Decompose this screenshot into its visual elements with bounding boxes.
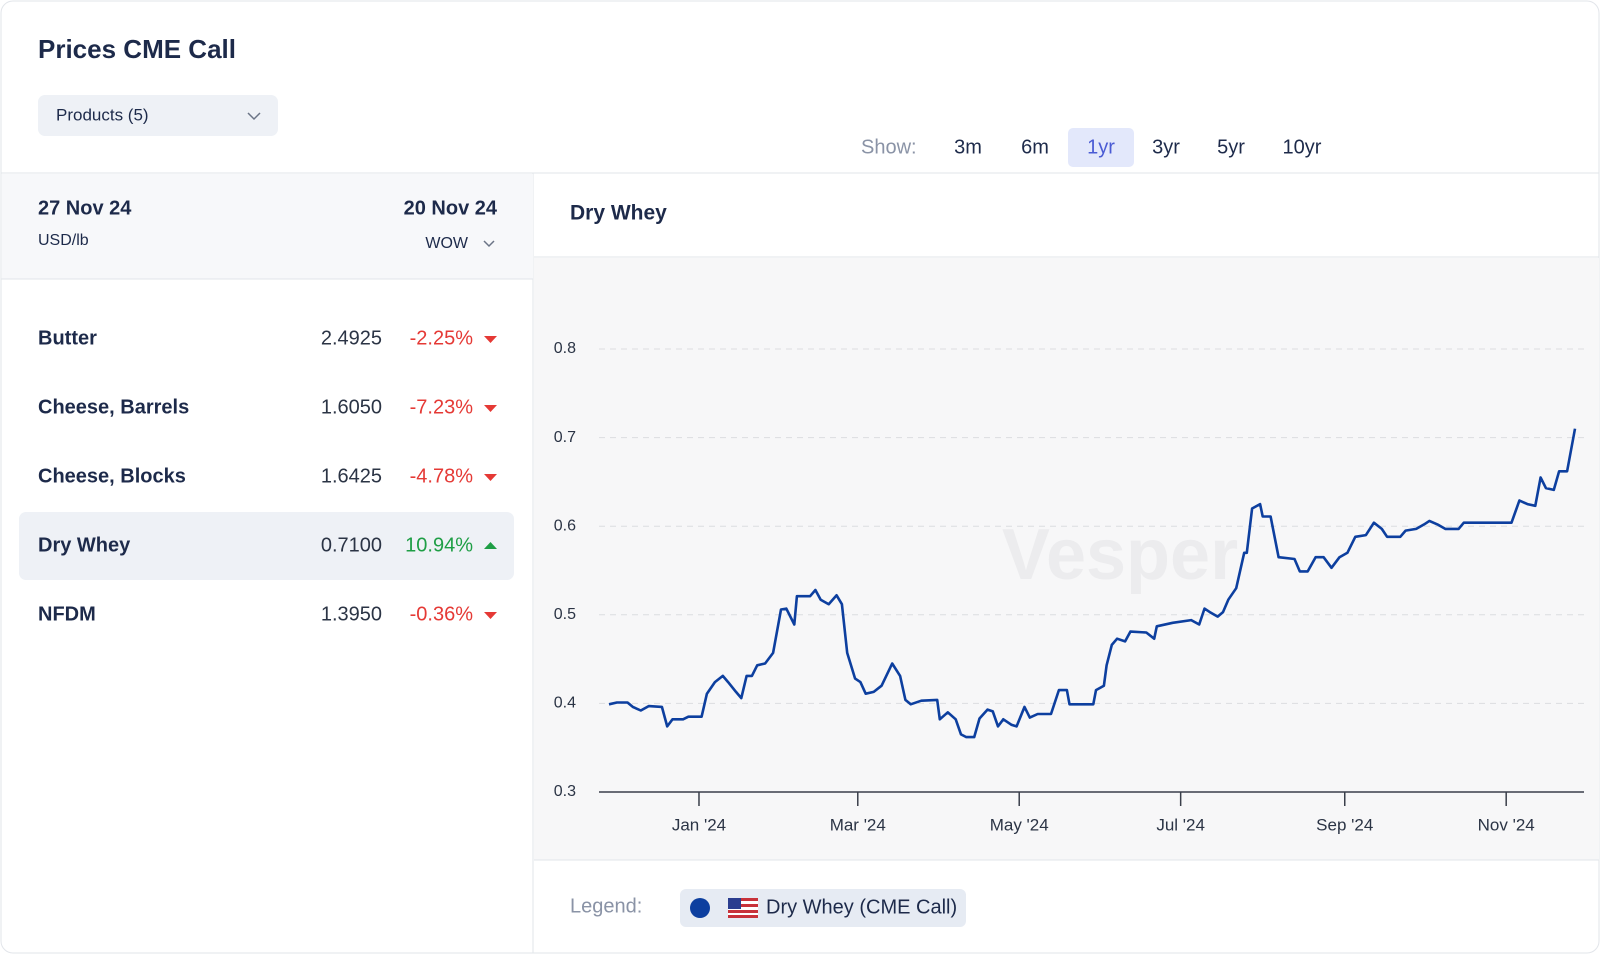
row-change: -0.36% [410, 603, 474, 625]
y-tick-label: 0.8 [554, 340, 576, 357]
x-tick-label: May '24 [990, 815, 1049, 834]
down-arrow [484, 474, 497, 481]
watermark: Vesper [1002, 515, 1238, 595]
row-name[interactable]: NFDM [38, 603, 96, 625]
chevron [247, 112, 261, 121]
legend-swatch [690, 898, 710, 918]
timeframe-option[interactable]: 3m [954, 136, 982, 158]
legend-label: Legend: [570, 895, 642, 917]
x-tick-label: Mar '24 [830, 815, 886, 834]
show-label: Show: [861, 136, 917, 158]
date: 27 Nov 24 [38, 197, 132, 219]
x-tick-label: Sep '24 [1316, 815, 1373, 834]
row-price: 1.6050 [321, 396, 382, 418]
timeframe-selected [1068, 128, 1134, 167]
timeframe-option[interactable]: 1yr [1087, 136, 1115, 158]
y-tick-label: 0.3 [554, 783, 576, 800]
y-tick-label: 0.7 [554, 429, 576, 446]
legend-text: Dry Whey (CME Call) [766, 896, 957, 918]
timeframe-option[interactable]: 3yr [1152, 136, 1180, 158]
timeframe-option[interactable]: 5yr [1217, 136, 1245, 158]
chart-title: Dry Whey [570, 202, 667, 225]
row-change: -2.25% [410, 327, 474, 349]
row-change: -7.23% [410, 396, 474, 418]
up-arrow [484, 542, 497, 549]
plot: 0.3 0.4 0.5 0.6 0.7 0.8 Jan '24 Mar '24 May '24 J… [554, 340, 1584, 834]
y-tick-label: 0.5 [554, 606, 576, 623]
row-selected [19, 512, 514, 580]
down-arrow [484, 612, 497, 619]
row-price: 1.3950 [321, 603, 382, 625]
products-dropdown[interactable] [38, 95, 278, 136]
row-change: 10.94% [405, 534, 473, 556]
down-arrow [484, 336, 497, 343]
plot-bg [534, 258, 1599, 860]
row-name[interactable]: Cheese, Blocks [38, 465, 186, 487]
compare-date: 20 Nov 24 [404, 197, 498, 219]
row-name[interactable]: Dry Whey [38, 534, 131, 556]
down-arrow [484, 405, 497, 412]
table-header-bg [2, 174, 533, 279]
y-tick-label: 0.4 [554, 695, 576, 712]
timeframe-option[interactable]: 10yr [1283, 136, 1322, 158]
title: Prices CME Call [38, 34, 236, 64]
timeframe-buttons: 3m 6m 1yr 3yr 5yr 10yr [954, 128, 1322, 167]
x-tick-label: Jan '24 [672, 815, 726, 834]
unit: USD/lb [38, 232, 89, 249]
row-price: 1.6425 [321, 465, 382, 487]
y-tick-label: 0.6 [554, 517, 576, 534]
x-tick-label: Jul '24 [1156, 815, 1205, 834]
compare-mode[interactable]: WOW [425, 235, 469, 252]
row-name[interactable]: Cheese, Barrels [38, 396, 189, 418]
line-series [608, 428, 1577, 739]
flag [728, 898, 758, 918]
row-price: 2.4925 [321, 327, 382, 349]
row-change: -4.78% [410, 465, 474, 487]
row-name[interactable]: Butter [38, 327, 97, 349]
row-price: 0.7100 [321, 534, 382, 556]
table-rows: Butter 2.4925 -2.25% Cheese, Barrels 1.6050 -… [19, 327, 514, 625]
x-tick-label: Nov '24 [1478, 815, 1535, 834]
timeframe-option[interactable]: 6m [1021, 136, 1049, 158]
products-label[interactable]: Products (5) [56, 105, 149, 124]
chevron [483, 240, 495, 248]
